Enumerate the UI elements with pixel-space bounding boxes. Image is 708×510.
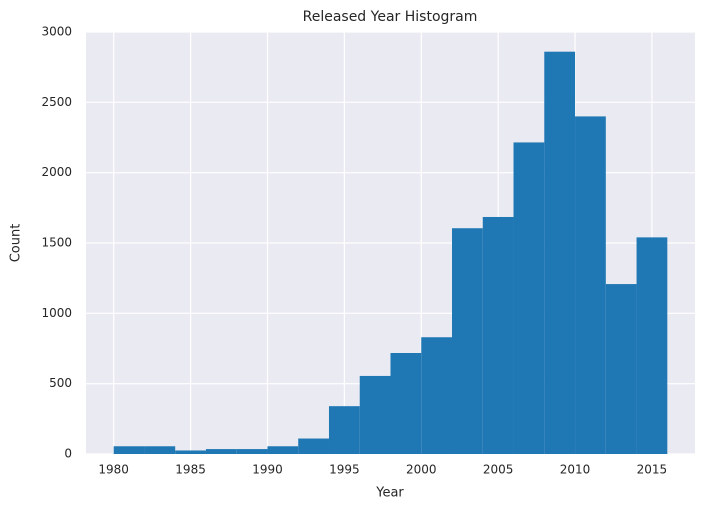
y-tick-label: 1000 [41, 306, 72, 320]
bar [113, 446, 145, 454]
y-axis-label: Count [9, 224, 24, 263]
bar [636, 237, 668, 454]
bar [328, 406, 360, 454]
bar [205, 449, 237, 454]
y-tick-label: 0 [64, 447, 72, 461]
bar [236, 449, 268, 454]
bar [144, 446, 176, 454]
bar [359, 375, 391, 454]
bar [513, 142, 545, 454]
x-tick-label: 1980 [98, 463, 129, 477]
y-tick-label: 1500 [41, 236, 72, 250]
x-tick-label: 2015 [637, 463, 668, 477]
bar [575, 116, 606, 455]
x-tick-label: 2010 [560, 463, 591, 477]
chart-title: Released Year Histogram [303, 9, 478, 25]
y-tick-label: 2000 [41, 165, 72, 179]
x-tick-label: 1985 [175, 463, 206, 477]
x-tick-label: 1995 [329, 463, 360, 477]
x-tick-label: 1990 [252, 463, 283, 477]
bars [113, 51, 668, 455]
y-tick-label: 3000 [41, 25, 72, 39]
x-tick-label: 2000 [406, 463, 437, 477]
bar [421, 337, 453, 454]
bar [482, 216, 514, 454]
x-tick-label: 2005 [483, 463, 514, 477]
y-tick-label: 2500 [41, 95, 72, 109]
y-tick-label: 500 [49, 376, 72, 390]
bar [452, 228, 483, 454]
bar [544, 51, 576, 455]
bar [605, 284, 637, 454]
bar [267, 446, 299, 454]
bar [390, 353, 422, 454]
x-axis-label: Year [375, 486, 404, 501]
bar [298, 438, 329, 454]
bar [175, 450, 206, 454]
